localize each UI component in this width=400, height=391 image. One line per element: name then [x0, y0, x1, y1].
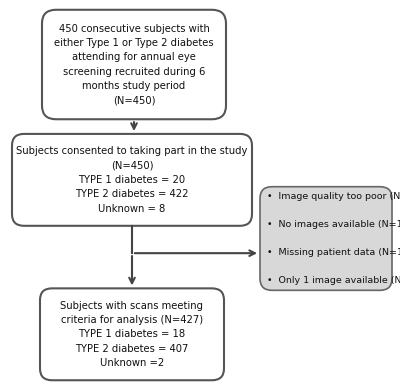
Text: •  No images available (N=15): • No images available (N=15) [267, 220, 400, 229]
FancyBboxPatch shape [40, 289, 224, 380]
Text: Subjects with scans meeting
criteria for analysis (N=427)
TYPE 1 diabetes = 18
T: Subjects with scans meeting criteria for… [60, 301, 204, 368]
Text: •  Only 1 image available (N=1): • Only 1 image available (N=1) [267, 276, 400, 285]
Text: Subjects consented to taking part in the study
(N=450)
TYPE 1 diabetes = 20
TYPE: Subjects consented to taking part in the… [16, 146, 248, 213]
Text: •  Image quality too poor (N=6): • Image quality too poor (N=6) [267, 192, 400, 201]
FancyBboxPatch shape [42, 10, 226, 119]
Text: •  Missing patient data (N=1): • Missing patient data (N=1) [267, 248, 400, 257]
FancyBboxPatch shape [260, 187, 392, 290]
FancyBboxPatch shape [12, 134, 252, 226]
Text: 450 consecutive subjects with
either Type 1 or Type 2 diabetes
attending for ann: 450 consecutive subjects with either Typ… [54, 23, 214, 106]
